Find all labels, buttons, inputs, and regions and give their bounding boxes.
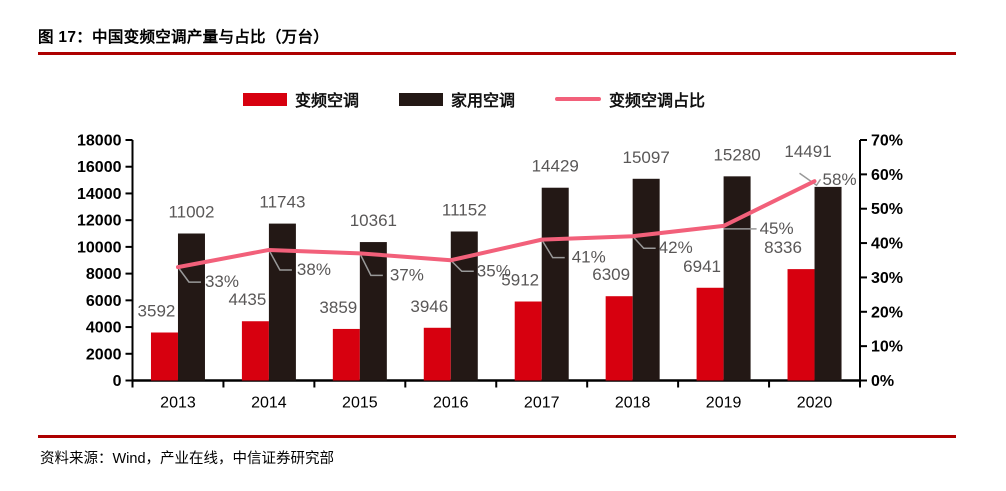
bar-household-ac-2015 <box>359 242 387 381</box>
bar-inverter-ac-2013 <box>150 332 178 381</box>
bar-inverter-ac-2014 <box>241 321 269 381</box>
right-axis-tick-label: 10% <box>871 339 903 356</box>
bar-value-inverter-2018: 6309 <box>592 265 630 284</box>
left-axis-tick-label: 6000 <box>86 293 122 310</box>
bar-household-ac-2017 <box>541 187 569 381</box>
bar-value-inverter-2015: 3859 <box>319 298 357 317</box>
left-axis-tick-label: 14000 <box>77 186 122 203</box>
bar-value-inverter-2020: 8336 <box>764 238 802 257</box>
bar-value-inverter-2019: 6941 <box>683 257 721 276</box>
right-axis-tick-label: 40% <box>871 236 903 253</box>
share-value-label-2014: 38% <box>297 260 331 279</box>
x-axis-label-2016: 2016 <box>433 395 469 412</box>
bar-value-household-2019: 15280 <box>713 145 760 164</box>
share-label-leader-2017 <box>541 239 565 259</box>
legend-label-share-line: 变频空调占比 <box>609 93 706 110</box>
bar-inverter-ac-2018 <box>605 296 633 381</box>
share-label-leader-2020 <box>799 172 822 187</box>
share-value-label-2018: 42% <box>659 238 693 257</box>
legend-swatch-household-ac <box>398 92 443 106</box>
bar-value-household-2014: 11743 <box>259 193 305 212</box>
share-value-label-2019: 45% <box>760 219 794 238</box>
x-axis-label-2017: 2017 <box>524 395 560 412</box>
left-axis-tick-label: 18000 <box>77 133 122 150</box>
share-label-leader-2013 <box>177 266 201 283</box>
x-axis-label-2015: 2015 <box>342 395 378 412</box>
source-note: 资料来源：Wind，产业在线，中信证券研究部 <box>40 451 335 467</box>
x-axis-label-2014: 2014 <box>251 395 287 412</box>
bar-household-ac-2020 <box>814 186 842 381</box>
share-value-label-2013: 33% <box>205 272 239 291</box>
source-rule <box>38 435 956 438</box>
x-axis-label-2018: 2018 <box>615 395 651 412</box>
bar-household-ac-2013 <box>177 233 205 381</box>
right-axis-tick-label: 0% <box>871 373 894 390</box>
bar-inverter-ac-2019 <box>696 287 724 381</box>
left-axis-tick-label: 4000 <box>86 320 122 337</box>
right-axis-tick-label: 70% <box>871 133 903 150</box>
right-axis-tick-label: 20% <box>871 304 903 321</box>
bar-inverter-ac-2015 <box>332 328 360 381</box>
share-value-label-2016: 35% <box>477 261 511 280</box>
bar-household-ac-2018 <box>632 178 660 381</box>
x-axis-label-2019: 2019 <box>706 395 742 412</box>
figure-title: 图 17：中国变频空调产量与占比（万台） <box>38 29 330 46</box>
share-line <box>175 179 817 270</box>
bar-value-inverter-2016: 3946 <box>410 297 448 316</box>
left-axis-tick-label: 0 <box>113 373 122 390</box>
bar-household-ac-2014 <box>268 223 296 381</box>
bar-value-inverter-2013: 3592 <box>138 302 176 321</box>
bar-value-household-2017: 14429 <box>532 157 579 176</box>
left-axis-tick-label: 2000 <box>86 346 122 363</box>
bar-inverter-ac-2016 <box>423 327 451 381</box>
right-axis-tick-label: 60% <box>871 167 903 184</box>
legend-swatch-inverter-ac <box>242 92 287 106</box>
legend-item-share-line: 变频空调占比 <box>555 87 705 111</box>
bar-household-ac-2019 <box>723 176 751 381</box>
share-value-label-2020: 58% <box>823 170 857 189</box>
bar-value-household-2018: 15097 <box>623 148 670 167</box>
left-axis-tick-label: 8000 <box>86 266 122 283</box>
bar-value-household-2015: 10361 <box>350 211 397 230</box>
legend-swatch-share-line <box>555 97 601 101</box>
share-label-leader-2014 <box>268 249 292 271</box>
chart-legend: 变频空调 家用空调 变频空调占比 <box>0 87 1006 111</box>
title-rule <box>38 52 956 55</box>
bar-value-household-2016: 11152 <box>442 200 487 219</box>
legend-label-inverter-ac: 变频空调 <box>294 93 359 110</box>
legend-item-household-ac: 家用空调 <box>398 87 515 111</box>
bar-value-household-2013: 11002 <box>168 203 214 222</box>
right-axis-tick-label: 30% <box>871 270 903 287</box>
share-value-label-2015: 37% <box>390 265 424 284</box>
left-axis-tick-label: 12000 <box>77 213 122 230</box>
bar-inverter-ac-2017 <box>514 301 542 381</box>
x-axis-label-2013: 2013 <box>160 395 196 412</box>
legend-item-inverter-ac: 变频空调 <box>242 87 359 111</box>
share-value-label-2017: 41% <box>572 248 606 267</box>
left-axis-tick-label: 16000 <box>77 159 122 176</box>
right-axis-tick-label: 50% <box>871 201 903 218</box>
share-label-leader-2016 <box>450 259 474 272</box>
bar-value-inverter-2014: 4435 <box>228 290 266 309</box>
bar-value-household-2020: 14491 <box>784 142 831 161</box>
left-axis-tick-label: 10000 <box>77 239 122 256</box>
x-axis-label-2020: 2020 <box>797 395 833 412</box>
bar-value-inverter-2017: 5912 <box>501 271 539 290</box>
share-label-leader-2015 <box>359 253 383 277</box>
share-label-leader-2018 <box>632 235 656 249</box>
bar-inverter-ac-2020 <box>787 269 815 381</box>
legend-label-household-ac: 家用空调 <box>450 93 515 110</box>
